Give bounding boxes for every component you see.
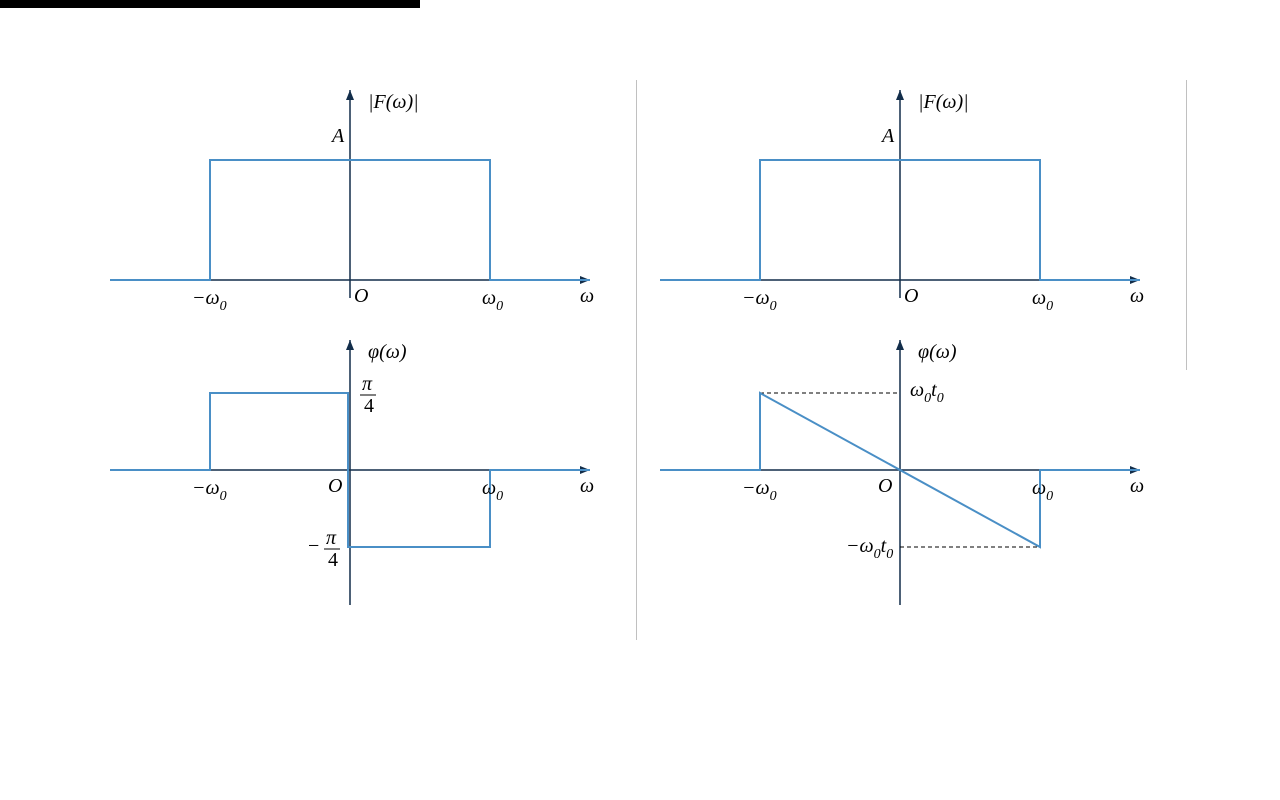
svg-text:O: O xyxy=(328,475,342,497)
svg-text:O: O xyxy=(878,475,892,497)
svg-text:A: A xyxy=(880,125,895,147)
svg-text:ω0: ω0 xyxy=(482,287,503,310)
svg-text:|F(ω)|: |F(ω)| xyxy=(368,91,419,113)
svg-text:|F(ω)|: |F(ω)| xyxy=(918,91,969,113)
svg-text:ω: ω xyxy=(580,285,594,307)
svg-text:ω0t0: ω0t0 xyxy=(910,379,944,406)
svg-text:π: π xyxy=(362,373,373,395)
left-phase-panel: φ(ω)ωO−ω0ω0π4−π4 xyxy=(110,330,610,620)
svg-text:−ω0: −ω0 xyxy=(742,287,777,310)
right-phase-panel: φ(ω) ω O −ω0 ω0 ω0t0 −ω0t0 xyxy=(660,330,1160,620)
top-bar xyxy=(0,0,420,8)
svg-text:4: 4 xyxy=(328,549,338,571)
svg-text:ω: ω xyxy=(1130,475,1144,497)
svg-text:ω0: ω0 xyxy=(482,477,503,504)
svg-text:ω0: ω0 xyxy=(1032,477,1053,504)
svg-text:O: O xyxy=(354,285,368,307)
svg-text:ω0: ω0 xyxy=(1032,287,1053,310)
svg-text:−ω0: −ω0 xyxy=(192,477,227,504)
svg-text:ω: ω xyxy=(580,475,594,497)
svg-text:φ(ω): φ(ω) xyxy=(918,341,957,363)
left-magnitude-panel: |F(ω)| ω O −ω0 ω0 A xyxy=(110,80,610,310)
svg-text:−ω0: −ω0 xyxy=(192,287,227,310)
right-magnitude-panel: |F(ω)| ω O −ω0 ω0 A xyxy=(660,80,1160,310)
svg-text:−ω0t0: −ω0t0 xyxy=(846,535,893,562)
svg-text:π: π xyxy=(326,527,337,549)
svg-text:O: O xyxy=(904,285,918,307)
svg-text:A: A xyxy=(330,125,345,147)
svg-text:ω: ω xyxy=(1130,285,1144,307)
vertical-divider xyxy=(1186,80,1187,370)
svg-text:4: 4 xyxy=(364,395,374,417)
svg-text:−: − xyxy=(308,535,319,557)
svg-text:φ(ω): φ(ω) xyxy=(368,341,407,363)
vertical-divider xyxy=(636,80,637,640)
svg-text:−ω0: −ω0 xyxy=(742,477,777,504)
